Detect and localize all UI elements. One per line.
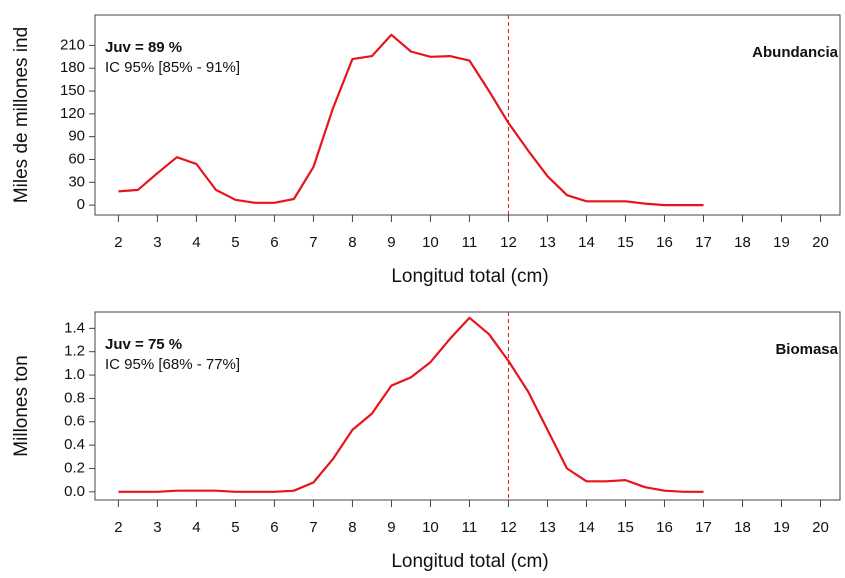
y-tick-label: 60	[68, 150, 85, 167]
x-tick-label: 10	[422, 234, 439, 251]
data-line	[118, 316, 704, 493]
y-tick-label: 0.6	[64, 413, 85, 430]
y-axis-title: Miles de millones ind	[11, 27, 32, 203]
x-axis-title: Longitud total (cm)	[391, 551, 548, 572]
y-tick-label: 210	[60, 36, 85, 53]
x-tick-label: 10	[422, 519, 439, 536]
x-tick-label: 4	[192, 234, 200, 251]
x-tick-label: 18	[734, 519, 751, 536]
x-tick-label: 2	[114, 519, 122, 536]
y-tick-label: 150	[60, 82, 85, 99]
y-tick-label: 0.4	[64, 436, 85, 453]
x-tick-label: 3	[153, 234, 161, 251]
x-tick-label: 5	[231, 234, 239, 251]
x-tick-label: 9	[387, 234, 395, 251]
x-tick-label: 12	[500, 234, 517, 251]
x-tick-label: 5	[231, 519, 239, 536]
y-tick-label: 1.0	[64, 366, 85, 383]
x-tick-label: 20	[812, 234, 829, 251]
interval-annotation: IC 95% [85% - 91%]	[105, 59, 240, 76]
x-axis-title: Longitud total (cm)	[391, 266, 548, 287]
y-tick-label: 30	[68, 173, 85, 190]
annotation: Juv = 89 %	[105, 39, 182, 56]
panel-label: Biomasa	[775, 341, 838, 358]
x-tick-label: 13	[539, 519, 556, 536]
x-tick-label: 9	[387, 519, 395, 536]
x-tick-label: 15	[617, 234, 634, 251]
interval-annotation: IC 95% [68% - 77%]	[105, 356, 240, 373]
x-tick-label: 13	[539, 234, 556, 251]
y-tick-label: 0.8	[64, 389, 85, 406]
x-tick-label: 18	[734, 234, 751, 251]
y-tick-label: 1.2	[64, 343, 85, 360]
annotation: Juv = 75 %	[105, 336, 182, 353]
data-line	[118, 33, 704, 207]
x-tick-label: 7	[309, 234, 317, 251]
x-tick-label: 6	[270, 519, 278, 536]
plot-frame	[94, 311, 841, 501]
x-tick-label: 19	[773, 519, 790, 536]
x-tick-label: 8	[348, 519, 356, 536]
y-tick-label: 120	[60, 105, 85, 122]
plot-frame	[94, 14, 841, 216]
x-tick-label: 17	[695, 234, 712, 251]
x-tick-label: 19	[773, 234, 790, 251]
y-tick-label: 0.2	[64, 459, 85, 476]
x-tick-label: 6	[270, 234, 278, 251]
y-tick-label: 180	[60, 59, 85, 76]
x-tick-label: 15	[617, 519, 634, 536]
x-tick-label: 11	[462, 234, 478, 251]
x-tick-label: 8	[348, 234, 356, 251]
x-tick-label: 3	[153, 519, 161, 536]
y-tick-label: 90	[68, 128, 85, 145]
y-tick-label: 0	[77, 196, 85, 213]
x-tick-label: 12	[500, 519, 517, 536]
x-tick-label: 16	[656, 519, 673, 536]
x-tick-label: 17	[695, 519, 712, 536]
y-tick-label: 0.0	[64, 483, 85, 500]
x-tick-label: 7	[309, 519, 317, 536]
x-tick-label: 14	[578, 234, 595, 251]
x-tick-label: 2	[114, 234, 122, 251]
x-tick-label: 14	[578, 519, 595, 536]
panel-label: Abundancia	[752, 44, 838, 61]
x-tick-label: 11	[462, 519, 478, 536]
x-tick-label: 20	[812, 519, 829, 536]
x-tick-label: 4	[192, 519, 200, 536]
y-tick-label: 1.4	[64, 319, 85, 336]
y-axis-title: Millones ton	[11, 355, 32, 456]
x-tick-label: 16	[656, 234, 673, 251]
